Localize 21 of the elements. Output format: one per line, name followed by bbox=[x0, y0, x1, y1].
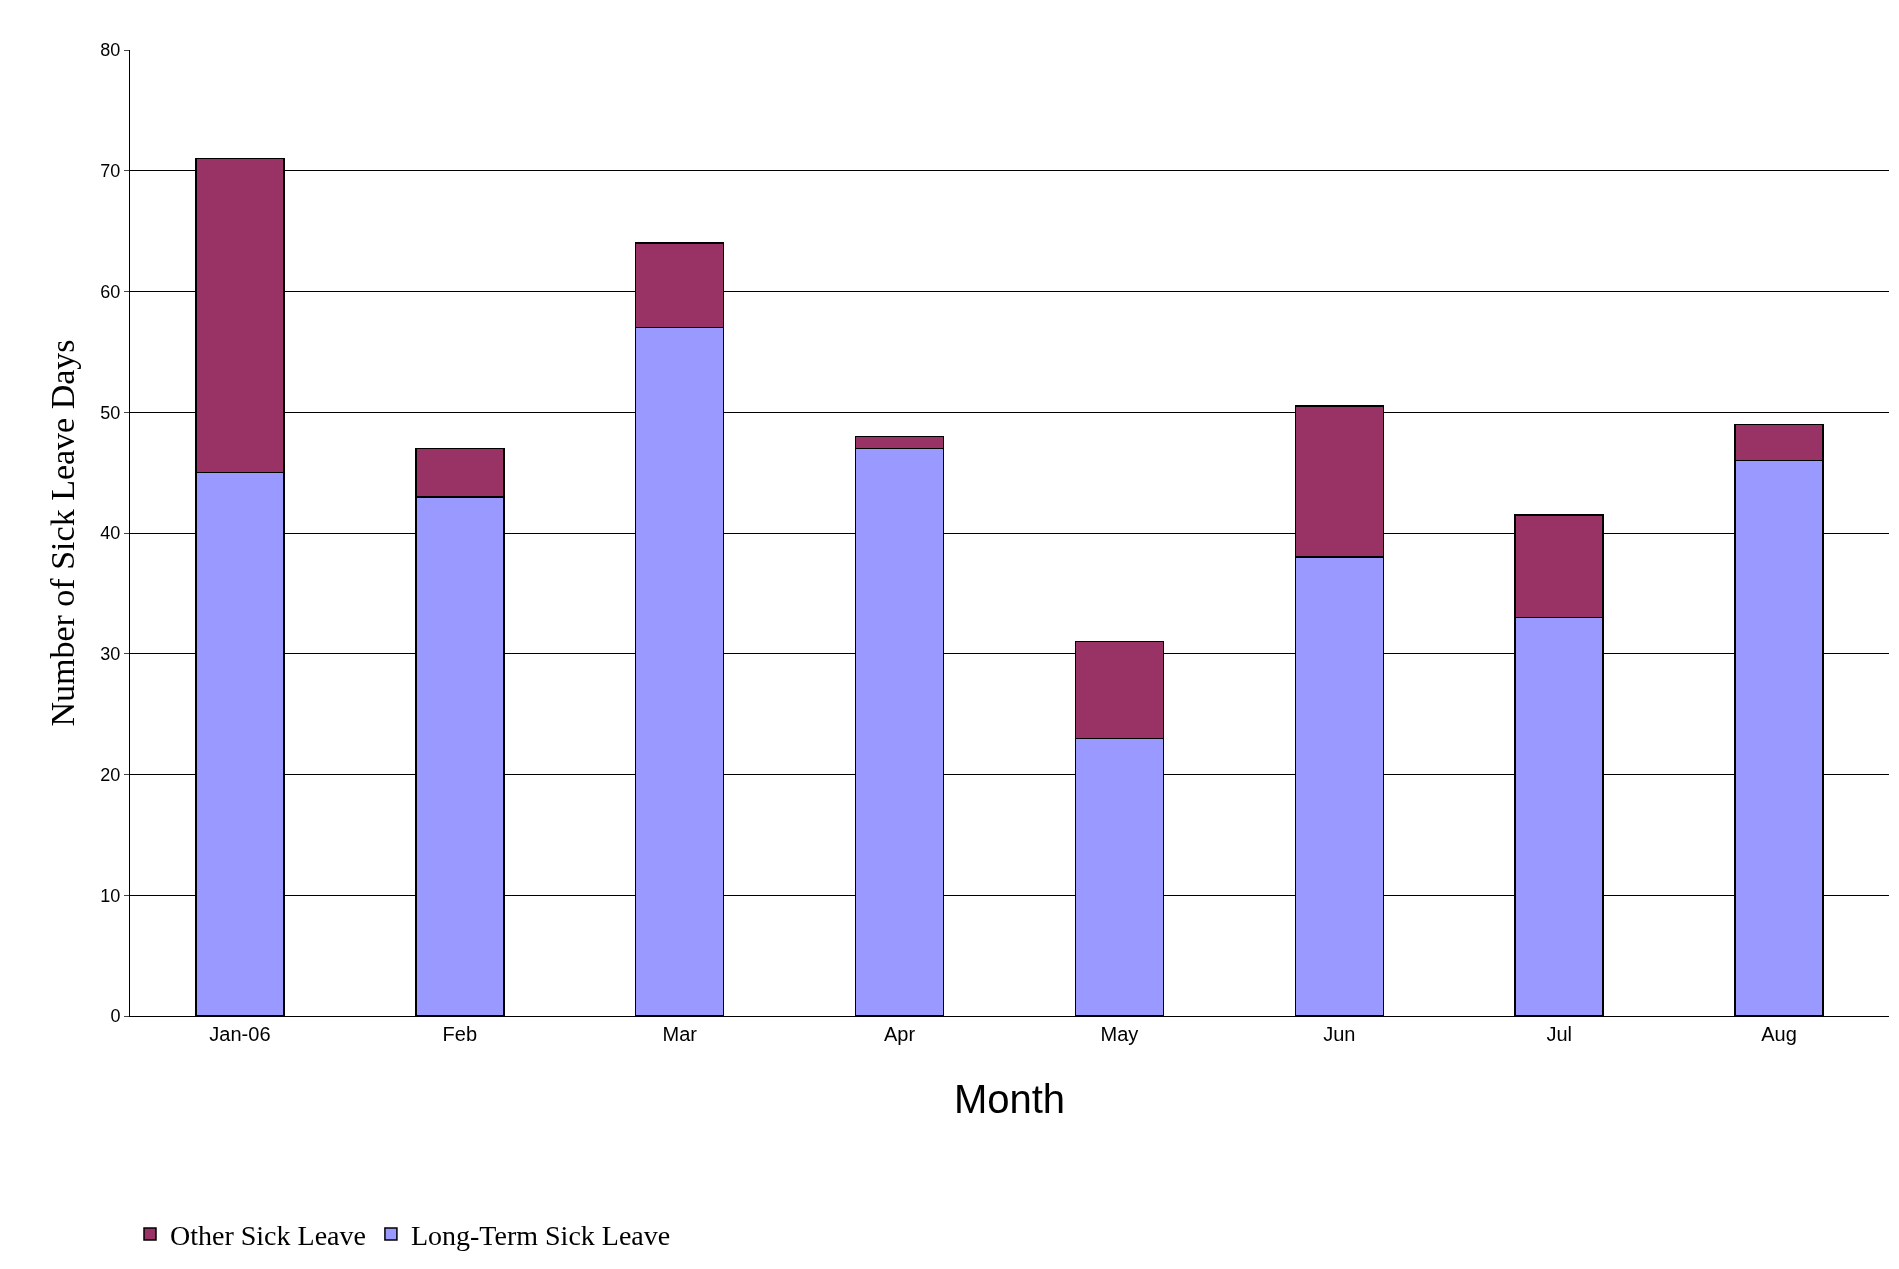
legend-label: Long-Term Sick Leave bbox=[410, 1219, 671, 1251]
x-tick-label: Feb bbox=[442, 1023, 478, 1045]
y-tick-label: 70 bbox=[100, 161, 121, 182]
y-tick-label: 0 bbox=[110, 1006, 121, 1027]
x-axis-title: Month bbox=[953, 1076, 1066, 1121]
x-tick-label: Jun bbox=[1323, 1023, 1356, 1045]
x-tick-label: May bbox=[1100, 1023, 1139, 1045]
y-tick-label: 60 bbox=[100, 281, 121, 302]
y-axis-title: Number of Sick Leave Days bbox=[43, 339, 81, 727]
y-tick-label: 10 bbox=[100, 885, 121, 906]
x-tick-label: Jan-06 bbox=[209, 1023, 271, 1045]
y-tick-label: 50 bbox=[100, 402, 121, 423]
y-tick-label: 20 bbox=[100, 764, 121, 785]
x-tick-label: Mar bbox=[662, 1023, 698, 1045]
y-tick-label: 30 bbox=[100, 644, 121, 665]
x-tick-label: Aug bbox=[1761, 1023, 1797, 1045]
y-tick-label: 40 bbox=[100, 523, 121, 544]
y-tick-label: 80 bbox=[100, 40, 121, 61]
x-tick-label: Jul bbox=[1546, 1023, 1572, 1045]
x-tick-label: Apr bbox=[884, 1023, 916, 1045]
legend-label: Other Sick Leave bbox=[170, 1219, 366, 1251]
